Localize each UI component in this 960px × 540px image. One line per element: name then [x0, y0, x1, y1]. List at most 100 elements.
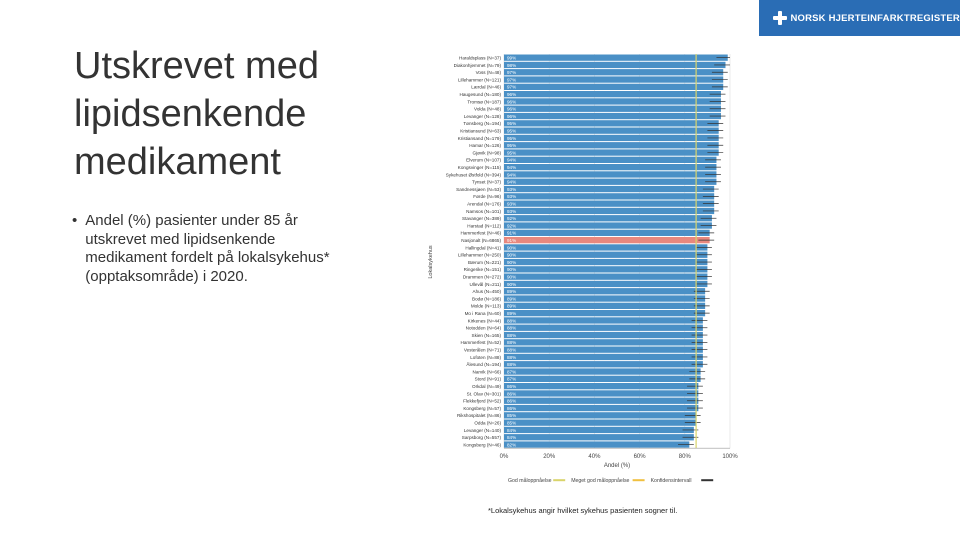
- data-label: 89%: [507, 296, 516, 301]
- bar: [504, 426, 694, 434]
- data-label: 94%: [507, 165, 516, 170]
- bar: [504, 295, 706, 302]
- bar: [504, 91, 721, 98]
- bar: [504, 200, 715, 207]
- bar: [504, 383, 699, 390]
- data-label: 86%: [507, 399, 516, 404]
- category-label: Kongsberg (N=57): [463, 406, 501, 411]
- data-label: 84%: [507, 435, 516, 440]
- bar: [504, 280, 708, 288]
- category-label: Arendal (N=176): [467, 202, 501, 207]
- data-label: 94%: [507, 172, 516, 177]
- data-label: 89%: [507, 304, 516, 309]
- bullet-icon: •: [72, 212, 78, 229]
- category-label: Stord (N=91): [475, 377, 502, 382]
- bar: [504, 361, 703, 368]
- category-label: Tønsberg (N=194): [463, 121, 501, 126]
- category-label: Hallingdal (N=41): [465, 245, 501, 250]
- category-label: Drammen (N=272): [463, 275, 502, 280]
- data-label: 85%: [507, 413, 516, 418]
- category-label: Lærdal (N=46): [471, 85, 501, 90]
- bar: [504, 105, 721, 112]
- data-label: 87%: [507, 369, 516, 374]
- data-label: 90%: [507, 245, 516, 250]
- data-label: 95%: [507, 129, 516, 134]
- data-label: 86%: [507, 384, 516, 389]
- logo-text: NORSK HJERTEINFARKTREGISTER: [790, 12, 960, 24]
- data-label: 91%: [507, 238, 516, 243]
- data-label: 88%: [507, 326, 516, 331]
- category-label: Ringerike (N=151): [464, 267, 502, 272]
- data-label: 98%: [507, 63, 516, 68]
- category-label: Volda (N=48): [474, 107, 501, 112]
- x-tick-label: 100%: [722, 454, 738, 460]
- data-label: 93%: [507, 194, 516, 199]
- bar: [504, 302, 706, 309]
- category-label: Sandnessjøen (N=53): [456, 187, 501, 192]
- category-label: Kirkenes (N=44): [468, 318, 502, 323]
- bar: [504, 171, 717, 178]
- footnote: *Lokalsykehus angir hvilket sykehus pasi…: [488, 506, 678, 515]
- category-label: Bodø (N=186): [472, 296, 501, 301]
- category-label: Namsos (N=101): [466, 209, 501, 214]
- category-label: Ullevål (N=211): [470, 281, 502, 287]
- x-tick-label: 60%: [634, 454, 647, 460]
- data-label: 95%: [507, 136, 516, 141]
- category-label: Tromsø (N=187): [467, 99, 501, 104]
- data-label: 88%: [507, 355, 516, 360]
- bar: [504, 412, 697, 419]
- category-label: Stavanger (N=389): [462, 216, 501, 221]
- category-label: Haugesund (N=180): [460, 92, 502, 97]
- category-label: Levanger (N=128): [464, 114, 502, 119]
- category-label: Førde (N=96): [473, 194, 501, 199]
- data-label: 93%: [507, 202, 516, 207]
- x-tick-label: 80%: [679, 454, 692, 460]
- category-label: Vesterålen (N=71): [464, 347, 502, 353]
- data-label: 84%: [507, 428, 516, 433]
- category-label: Bærum (N=221): [468, 260, 502, 265]
- category-label: Orkdal (N=49): [472, 384, 501, 389]
- data-label: 86%: [507, 406, 516, 411]
- category-label: Lillehammer (N=250): [458, 253, 501, 258]
- category-label: Kongsvinger (N=115): [458, 165, 502, 170]
- data-label: 93%: [507, 209, 516, 214]
- data-label: 82%: [507, 442, 516, 447]
- bar: [504, 273, 708, 280]
- data-label: 85%: [507, 421, 516, 426]
- bar: [504, 324, 703, 331]
- category-label: Ahus (N=450): [473, 289, 502, 294]
- data-label: 95%: [507, 143, 516, 148]
- bar: [504, 127, 719, 134]
- bar: [504, 134, 719, 142]
- bar: [504, 346, 703, 353]
- slide-title: Utskrevet med lipidsenkende medikament: [74, 45, 319, 183]
- bar: [504, 69, 724, 76]
- data-label: 94%: [507, 158, 516, 163]
- bar: [504, 288, 706, 295]
- data-label: 88%: [507, 340, 516, 345]
- data-label: 91%: [507, 231, 516, 236]
- data-label: 89%: [507, 311, 516, 316]
- bar: [504, 434, 694, 441]
- bar: [504, 215, 712, 222]
- bar: [504, 185, 715, 193]
- category-label: Kristiansund (N=63): [460, 129, 501, 134]
- data-label: 87%: [507, 377, 516, 382]
- bar: [504, 76, 724, 83]
- data-label: 93%: [507, 187, 516, 192]
- bar: [504, 397, 699, 404]
- data-label: 86%: [507, 391, 516, 396]
- y-axis-label: Lokalsykehus: [428, 245, 434, 279]
- category-label: Kristiansand (N=179): [458, 136, 502, 141]
- bar: [504, 54, 728, 61]
- data-label: 97%: [507, 70, 516, 75]
- bar: [504, 149, 719, 156]
- category-label: Hamar (N=126): [469, 143, 501, 148]
- bar: [504, 258, 708, 266]
- category-label: Odda (N=26): [474, 421, 501, 426]
- bar: [504, 237, 710, 244]
- data-label: 88%: [507, 318, 516, 323]
- data-label: 89%: [507, 289, 516, 294]
- bar: [504, 404, 699, 412]
- category-label: Gjøvik (N=98): [473, 150, 502, 155]
